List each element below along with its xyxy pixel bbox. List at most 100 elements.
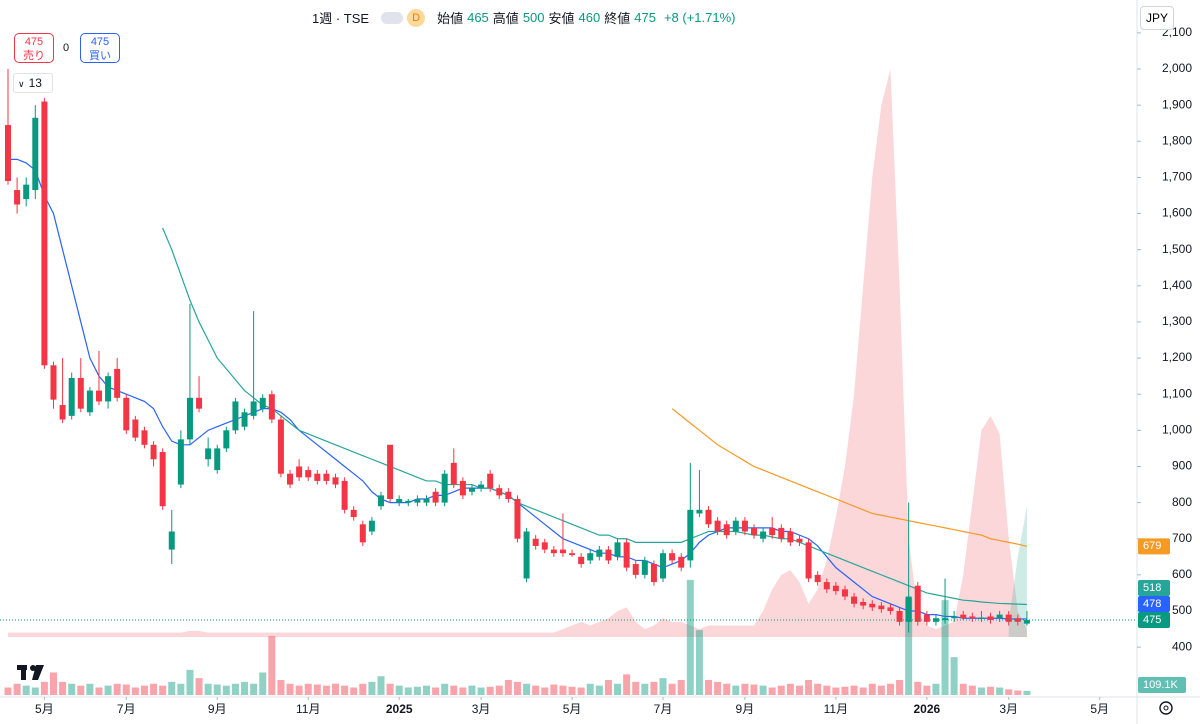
- price-badge-label: 475: [1143, 614, 1161, 626]
- y-tick-label: 1,200: [1162, 350, 1192, 364]
- volume-bar: [941, 600, 949, 695]
- candle-body: [523, 531, 530, 579]
- candle-body: [887, 607, 894, 612]
- volume-bar: [122, 684, 130, 695]
- volume-bar: [241, 681, 249, 695]
- candle-body: [914, 585, 921, 622]
- volume-bar: [523, 683, 531, 695]
- candle-body: [769, 527, 776, 536]
- y-tick-label: 1,500: [1162, 242, 1192, 256]
- volume-bar: [559, 685, 567, 695]
- x-tick-label: 9月: [208, 702, 227, 716]
- volume-bar: [13, 683, 21, 695]
- candle-body: [614, 542, 621, 557]
- candle-body: [141, 430, 148, 445]
- volume-bar: [732, 685, 740, 695]
- candle-body: [942, 618, 949, 621]
- candle-body: [969, 616, 976, 619]
- candle-body: [650, 564, 657, 583]
- candle-body: [177, 439, 184, 485]
- candle-body: [660, 553, 667, 579]
- candle-body: [414, 498, 421, 503]
- price: 475: [24, 36, 44, 48]
- candle-body: [468, 488, 475, 492]
- candle-body: [50, 365, 57, 400]
- volume-bar: [577, 687, 585, 695]
- volume-bar: [541, 687, 549, 695]
- y-tick-label: 1,000: [1162, 423, 1192, 437]
- candle-body: [168, 531, 175, 550]
- volume-bar: [495, 685, 503, 695]
- candle-body: [405, 500, 412, 503]
- candle-body: [760, 531, 767, 539]
- shaded-area: [8, 69, 1027, 637]
- candle-body: [796, 538, 803, 543]
- candle-body: [268, 394, 275, 420]
- symbol: 1週 · TSE: [312, 11, 370, 26]
- x-tick-label: 5月: [1090, 702, 1109, 716]
- volume-bar: [650, 681, 658, 695]
- line: [162, 227, 1027, 606]
- candle-body: [387, 444, 394, 499]
- candle-body: [105, 376, 112, 402]
- candle-body: [478, 484, 485, 489]
- volume-bar: [386, 683, 394, 695]
- toggle[interactable]: [381, 11, 404, 24]
- currency-button[interactable]: JPY: [1140, 6, 1174, 30]
- indicator-toggle[interactable]: ∨ 13: [13, 73, 53, 93]
- candle-body: [86, 390, 93, 413]
- y-tick-label: 1,300: [1162, 314, 1192, 328]
- volume-bar: [159, 685, 167, 695]
- candle-body: [605, 549, 612, 561]
- candle-body: [814, 574, 821, 583]
- candle-body: [368, 520, 375, 532]
- volume-bar: [468, 685, 476, 695]
- candle-body: [378, 495, 385, 507]
- volume-bar: [868, 683, 876, 695]
- legend-header: 1週 · TSE D 始値 465 高値 500 安値 460 終値 475 +8 (+…: [312, 8, 736, 27]
- candle-body: [778, 527, 785, 539]
- interval-badge: D: [407, 8, 426, 27]
- candle-body: [587, 553, 594, 561]
- spread: 0: [63, 42, 70, 54]
- volume-bar: [859, 687, 867, 695]
- settings-icon[interactable]: [1159, 701, 1173, 715]
- volume-bar: [905, 597, 913, 695]
- volume-bar: [432, 687, 440, 695]
- sell-button[interactable]: 475 売り: [14, 33, 54, 63]
- volume-bar: [477, 687, 485, 695]
- volume-bar: [632, 681, 640, 695]
- candle-body: [77, 377, 84, 409]
- volume-bar: [113, 683, 121, 695]
- candle-body: [578, 556, 585, 565]
- candle-body: [532, 538, 539, 546]
- volume-bar: [695, 630, 703, 695]
- volume-bar: [977, 687, 985, 695]
- buy-button[interactable]: 475 買い: [80, 33, 120, 63]
- volume-bar: [86, 683, 94, 695]
- candle-body: [569, 553, 576, 555]
- candle-body: [896, 611, 903, 622]
- candle-body: [323, 473, 330, 481]
- tv-logo: [17, 665, 44, 680]
- change: +8 (+1.71%): [663, 10, 736, 25]
- volume-bar: [714, 681, 722, 695]
- candle-body: [132, 419, 139, 438]
- candle-body: [750, 527, 757, 536]
- candle-body: [14, 190, 21, 205]
- volume-bar: [759, 685, 767, 695]
- volume-bar: [213, 684, 221, 695]
- candle-body: [550, 549, 557, 554]
- candle-body: [332, 477, 339, 485]
- candle-body: [687, 509, 694, 561]
- candle-body: [851, 596, 858, 604]
- label: 買い: [89, 50, 111, 62]
- candle-body: [114, 368, 121, 398]
- volume-bar: [996, 687, 1004, 695]
- candle-body: [696, 509, 703, 514]
- volume-bar: [150, 683, 158, 695]
- price-badge-label: 518: [1143, 582, 1161, 594]
- volume-bar: [705, 680, 713, 695]
- volume-bar: [950, 657, 958, 695]
- volume-bar: [768, 687, 776, 695]
